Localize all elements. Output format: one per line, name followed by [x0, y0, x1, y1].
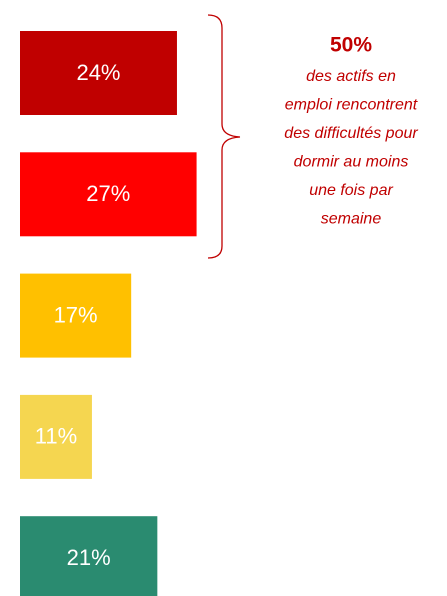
value-label: 11%: [35, 424, 77, 449]
value-label: 27%: [86, 181, 130, 206]
value-label: 17%: [54, 302, 98, 327]
brace: [207, 14, 241, 259]
annotation-line: une fois par: [309, 182, 393, 199]
annotation-line: emploi rencontrent: [285, 97, 418, 114]
bar: [20, 516, 158, 596]
annotation-line: des actifs en: [306, 68, 396, 85]
annotation-line: des difficultés pour: [284, 125, 418, 142]
bar: [20, 394, 92, 479]
annotation-title: 50%: [330, 34, 372, 57]
value-label: 24%: [76, 60, 120, 85]
value-label: 21%: [67, 545, 111, 570]
bar: [20, 152, 197, 237]
annotation-line: semaine: [321, 211, 382, 228]
bar: [20, 31, 177, 115]
annotation-line: dormir au moins: [294, 154, 409, 171]
bar: [20, 273, 132, 358]
